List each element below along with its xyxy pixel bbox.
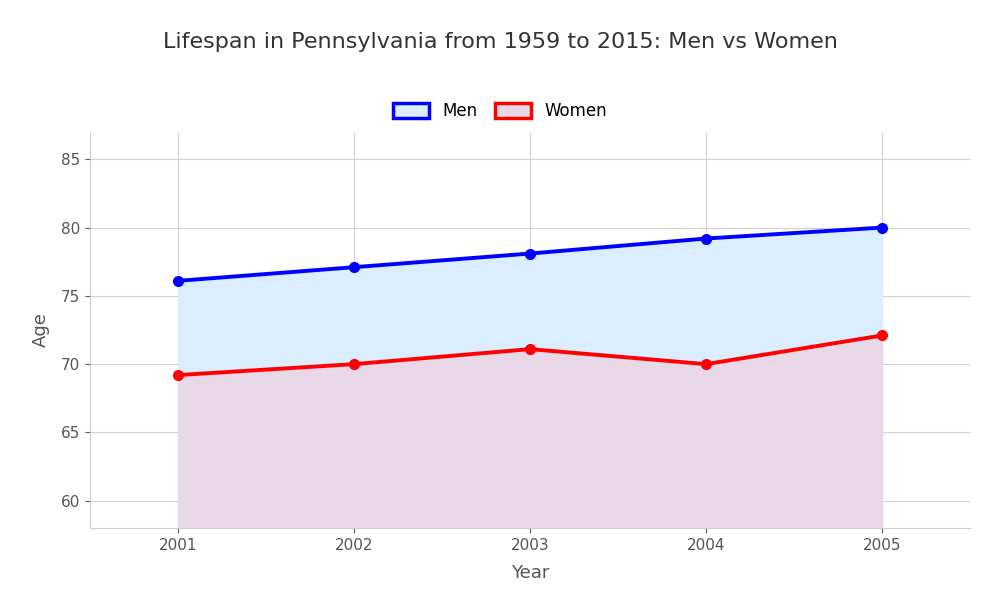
Y-axis label: Age: Age [32, 313, 50, 347]
X-axis label: Year: Year [511, 564, 549, 582]
Legend: Men, Women: Men, Women [386, 95, 614, 127]
Text: Lifespan in Pennsylvania from 1959 to 2015: Men vs Women: Lifespan in Pennsylvania from 1959 to 20… [163, 32, 837, 52]
